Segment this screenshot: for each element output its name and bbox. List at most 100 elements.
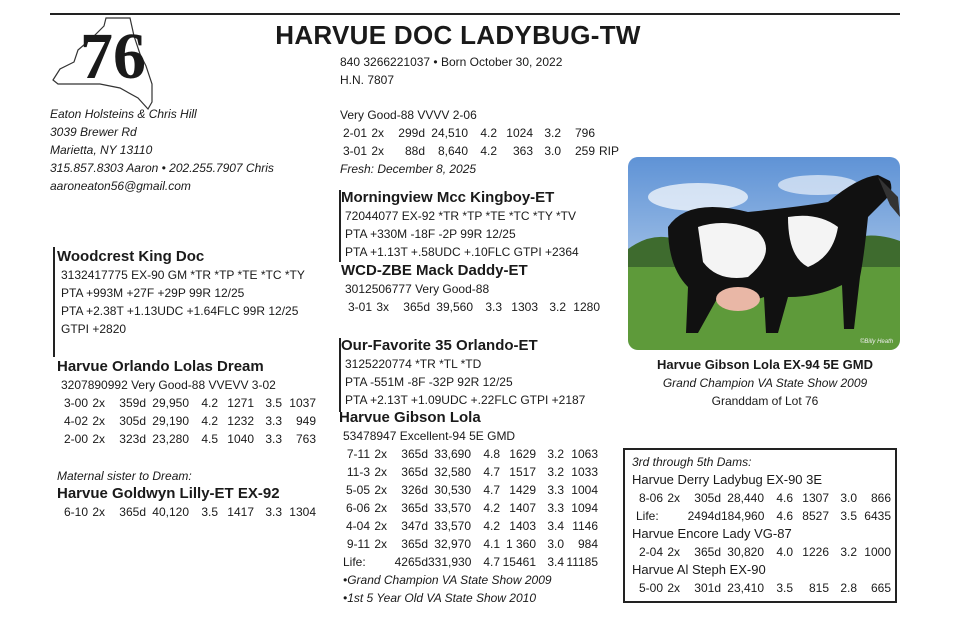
record-cell: 4.6 — [776, 509, 793, 523]
record-row: 2-00 2x 323d 23,280 4.5 1040 3.3 763 — [57, 430, 316, 448]
animal-name: WCD-ZBE Mack Daddy-ET — [341, 262, 528, 279]
record-cell: 1037 — [289, 396, 316, 410]
record-cell: 949 — [295, 414, 316, 428]
record-cell: 6435 — [864, 509, 891, 523]
record-cell: 3.4 — [547, 519, 564, 533]
record-cell: 2.8 — [840, 581, 857, 595]
record-cell: 11185 — [566, 555, 598, 569]
record-cell: 4.1 — [483, 537, 500, 551]
text-line: Marietta, NY 13110 — [50, 143, 153, 157]
record-cell: 40,120 — [152, 505, 189, 519]
record-cell: 665 — [870, 581, 891, 595]
record-cell: 33,570 — [434, 501, 471, 515]
title: HARVUE DOC LADYBUG-TW — [275, 20, 641, 50]
record-cell: 3-01 — [342, 144, 367, 158]
animal-name: Our-Favorite 35 Orlando-ET — [341, 337, 538, 354]
record-cell: 28,440 — [727, 491, 764, 505]
record-cell: 326d — [401, 483, 428, 497]
text-line: 840 3266221037 • Born October 30, 2022 — [340, 55, 563, 69]
record-cell: 323d — [119, 432, 146, 446]
caption-line: Granddam of Lot 76 — [711, 394, 819, 408]
photo-credit: ©Billy Heath — [860, 338, 894, 345]
record-cell: 3.3 — [265, 505, 282, 519]
animal-records: Very Good-88 VVVV 2-06 2-01 2x 299d 24,510 4.… — [336, 106, 629, 178]
record-cell: 1280 — [573, 300, 600, 314]
dam-sire: Our-Favorite 35 Orlando-ET 3125220774 *TR… — [341, 337, 585, 409]
top-rule — [50, 13, 900, 15]
record-row: 8-06 2x 305d 28,440 4.6 1307 3.0 866 — [632, 489, 891, 507]
photo-caption: Harvue Gibson Lola EX-94 5E GMD Grand Cha… — [625, 356, 905, 410]
id-block: 840 3266221037 • Born October 30, 2022 H.… — [340, 53, 562, 89]
info-line: PTA +1.13T +.58UDC +.10FLC GTPI +2364 — [345, 245, 579, 259]
record-cell: 2x — [371, 144, 384, 158]
caption-line: Grand Champion VA State Show 2009 — [662, 376, 868, 390]
record-cell: 7-11 — [346, 447, 370, 461]
record-cell: 3.3 — [265, 414, 282, 428]
record-row: Life: 4265d331,930 4.7 15461 3.4 11185 — [339, 553, 598, 571]
record-cell: 3.0 — [840, 491, 857, 505]
record-cell: 1226 — [802, 545, 829, 559]
record-cell: 347d — [401, 519, 428, 533]
record-cell: 4.2 — [480, 144, 497, 158]
record-cell: 365d — [401, 501, 428, 515]
record-cell: 2x — [92, 414, 105, 428]
info-line: PTA +2.38T +1.13UDC +1.64FLC 99R 12/25 — [61, 304, 299, 318]
note: •Grand Champion VA State Show 2009 — [343, 573, 552, 587]
info-line: GTPI +2820 — [61, 322, 127, 336]
record-cell: 1063 — [571, 447, 598, 461]
maternal-sister: Maternal sister to Dream: Harvue Goldwyn … — [57, 467, 316, 521]
record-cell: 8527 — [802, 509, 829, 523]
record-cell: 3.0 — [547, 537, 564, 551]
record-cell: 4.6 — [776, 491, 793, 505]
record-cell: 1 360 — [505, 537, 536, 551]
record-cell: 3-01 — [347, 300, 372, 314]
record-cell: 1033 — [571, 465, 598, 479]
note: •1st 5 Year Old VA State Show 2010 — [343, 591, 536, 605]
info-line: 53478947 Excellent-94 5E GMD — [343, 429, 516, 443]
record-cell: 23,280 — [152, 432, 189, 446]
record-cell: 359d — [119, 396, 146, 410]
animal-name: Harvue Orlando Lolas Dream — [57, 358, 264, 375]
info-line: 3125220774 *TR *TL *TD — [345, 357, 482, 371]
bracket — [53, 247, 55, 357]
dam-dam: Harvue Gibson Lola 53478947 Excellent-94 … — [339, 409, 598, 607]
record-cell: 30,530 — [434, 483, 471, 497]
text-line: Eaton Holsteins & Chris Hill — [50, 107, 197, 121]
record-cell: 30,820 — [727, 545, 764, 559]
box-heading: 3rd through 5th Dams: — [632, 455, 752, 469]
record-cell: 29,190 — [152, 414, 189, 428]
text-line: H.N. 7807 — [340, 73, 395, 87]
record-cell: 866 — [870, 491, 891, 505]
record-cell: 1629 — [509, 447, 536, 461]
record-cell: 365d — [401, 465, 428, 479]
record-cell: 365d — [401, 537, 428, 551]
record-row: 7-11 2x 365d 33,690 4.8 1629 3.2 1063 — [339, 445, 598, 463]
record-cell: 4.2 — [483, 501, 500, 515]
record-row: 4-04 2x 347d 33,570 4.2 1403 3.4 1146 — [339, 517, 598, 535]
record-cell: 3.5 — [840, 509, 857, 523]
record-cell: 32,970 — [434, 537, 471, 551]
record-cell: 4-04 — [345, 519, 370, 533]
record-cell: 3.0 — [544, 144, 561, 158]
lot-number: 76 — [80, 20, 146, 93]
record-cell: 23,410 — [727, 581, 764, 595]
record-row: 9-11 2x 365d 32,970 4.1 1 360 3.0 984 — [339, 535, 598, 553]
record-cell: 33,690 — [434, 447, 471, 461]
photo: ©Billy Heath — [628, 157, 900, 350]
dams-list: 3rd through 5th Dams: Harvue Derry Ladybu… — [632, 453, 891, 597]
record-cell: 2-00 — [63, 432, 88, 446]
text-line: 315.857.8303 Aaron • 202.255.7907 Chris — [50, 161, 274, 175]
record-cell: 2x — [374, 483, 387, 497]
record-cell: 4265d — [394, 555, 428, 569]
record-cell: 5-05 — [345, 483, 370, 497]
record-cell: 3.5 — [265, 396, 282, 410]
record-cell: 1094 — [571, 501, 598, 515]
record-cell: 1417 — [227, 505, 254, 519]
record-cell: 1407 — [509, 501, 536, 515]
record-cell: 3.5 — [201, 505, 218, 519]
record-cell: 3.2 — [544, 126, 561, 140]
record-cell: 8,640 — [437, 144, 468, 158]
record-cell: 4.7 — [483, 465, 500, 479]
record-cell: 365d — [119, 505, 146, 519]
record-cell: 365d — [403, 300, 430, 314]
